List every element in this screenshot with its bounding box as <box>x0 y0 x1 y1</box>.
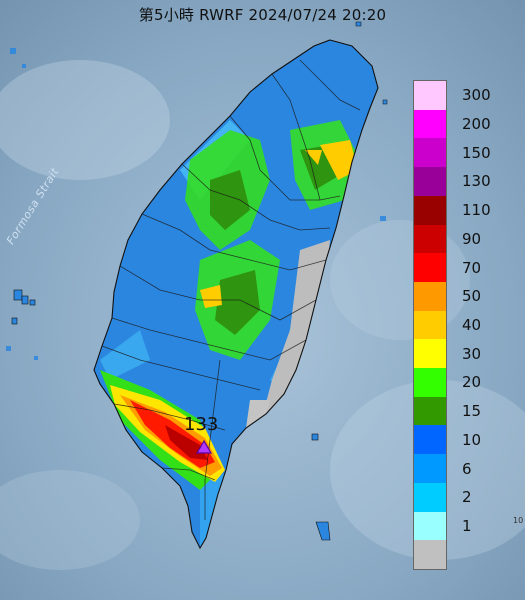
legend-swatch <box>414 425 446 455</box>
legend-swatch <box>414 195 446 225</box>
cloud-texture <box>0 60 525 570</box>
legend-label: 110 <box>462 201 491 220</box>
legend-swatch <box>414 396 446 426</box>
color-legend <box>413 80 447 570</box>
legend-label: 200 <box>462 115 491 134</box>
legend-swatch <box>414 454 446 483</box>
county-boundaries <box>101 59 361 520</box>
corner-text: 10 <box>513 516 524 525</box>
sea-rain-pixels <box>6 48 386 360</box>
legend-swatch <box>414 339 446 369</box>
legend-swatch <box>414 167 446 196</box>
offshore-islands <box>11 289 331 541</box>
northern-islets <box>355 21 388 105</box>
legend-label: 20 <box>462 373 482 392</box>
legend-swatch <box>414 253 446 282</box>
legend-label: 30 <box>462 344 482 363</box>
legend-label: 10 <box>462 430 482 449</box>
legend-label: 40 <box>462 316 482 334</box>
legend-label: 130 <box>462 172 491 191</box>
legend-swatch <box>414 109 446 139</box>
legend-label: 300 <box>462 86 491 105</box>
legend-swatch <box>414 224 446 254</box>
legend-swatch <box>414 281 446 311</box>
legend-label: 15 <box>462 402 482 421</box>
max-rain-value: 133 <box>184 414 219 435</box>
legend-swatch <box>414 138 446 168</box>
legend-swatch <box>414 482 446 512</box>
max-rain-marker-icon <box>195 439 213 454</box>
map-title: 第5小時 RWRF 2024/07/24 20:20 <box>138 6 387 24</box>
taiwan-coastline <box>93 39 379 550</box>
legend-swatch <box>414 310 446 340</box>
legend-swatch <box>414 511 446 541</box>
legend-label: 1 <box>462 516 472 535</box>
legend-label: 50 <box>462 287 482 306</box>
legend-label: 150 <box>462 143 491 162</box>
legend-swatch <box>414 540 446 569</box>
legend-label: 90 <box>462 229 482 248</box>
legend-swatch <box>414 368 446 397</box>
legend-label: 6 <box>462 459 472 478</box>
legend-label: 2 <box>462 488 472 507</box>
legend-swatch <box>414 81 446 110</box>
legend-label: 70 <box>462 258 482 277</box>
